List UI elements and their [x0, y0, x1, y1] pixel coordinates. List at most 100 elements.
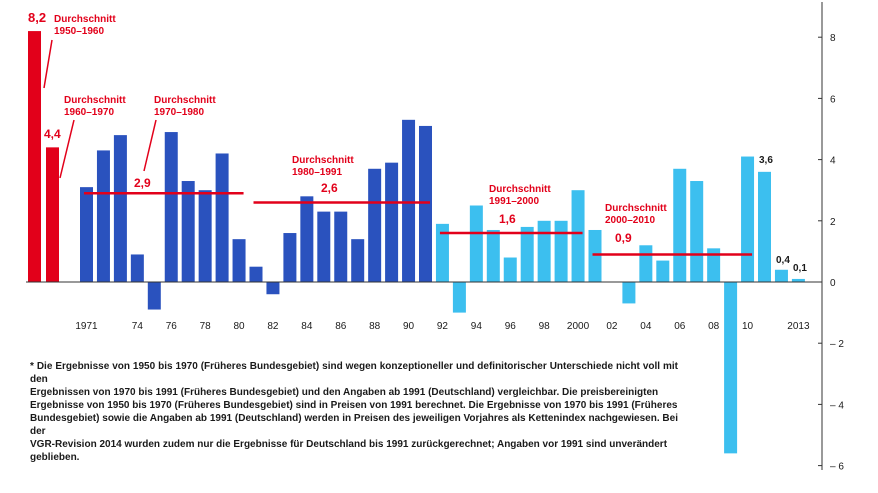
bar: [249, 266, 263, 282]
bar: [232, 239, 246, 282]
bar: [690, 181, 704, 282]
bar: [707, 248, 721, 282]
avg-value-1970-1980: 2,9: [134, 176, 151, 190]
bar: [28, 31, 41, 282]
y-tick-label: 4: [830, 156, 836, 167]
bar: [419, 125, 432, 282]
bar-value-label: 0,4: [776, 255, 790, 266]
bar: [181, 181, 195, 282]
avg-value-1980-1991: 2,6: [321, 181, 338, 195]
bar: [46, 147, 59, 282]
bar: [300, 196, 314, 282]
x-tick-label: 98: [539, 321, 551, 332]
bar: [198, 190, 212, 282]
bar: [385, 162, 399, 282]
avg-1950-1960-title: Durchschnitt: [54, 14, 116, 25]
bar-value-label: 3,6: [759, 155, 773, 166]
x-tick-label: 02: [606, 321, 618, 332]
y-tick-label: – 2: [830, 339, 844, 350]
x-tick-label: 84: [301, 321, 313, 332]
bar: [130, 254, 144, 282]
avg-1980-1991-title: Durchschnitt: [292, 155, 354, 166]
x-tick-label: 08: [708, 321, 720, 332]
bar: [520, 226, 534, 282]
bar: [215, 153, 229, 282]
bar-value-label: 4,4: [44, 127, 61, 141]
bar: [435, 223, 449, 282]
y-tick-label: – 4: [830, 400, 844, 411]
bar-value-label: 0,1: [793, 263, 807, 274]
avg-1991-2000-range: 1991–2000: [489, 196, 539, 207]
avg-1970-1980-range: 1970–1980: [154, 107, 204, 118]
x-tick-label: 2013: [787, 321, 810, 332]
avg-value-1991-2000: 1,6: [499, 212, 516, 226]
bar: [503, 257, 517, 282]
bar: [486, 229, 500, 282]
x-tick-label: 74: [132, 321, 144, 332]
x-tick-label: 92: [437, 321, 449, 332]
bars-layer: [28, 31, 805, 454]
bar: [334, 211, 348, 282]
x-tick-label: 76: [166, 321, 178, 332]
footnote-line: VGR-Revision 2014 wurden zudem nur die E…: [30, 439, 668, 450]
bar: [368, 168, 382, 282]
x-tick-label: 90: [403, 321, 415, 332]
x-tick-label: 96: [505, 321, 517, 332]
bar: [266, 282, 280, 295]
y-tick-label: 6: [830, 94, 836, 105]
bar: [673, 168, 687, 282]
bar-value-label: 8,2: [28, 10, 46, 25]
footnote-line: Ergebnisse von 1950 bis 1970 (Früheres B…: [30, 400, 678, 411]
leader-1970-1980: [143, 119, 157, 172]
bar: [147, 282, 161, 310]
annotation-labels: Durchschnitt1950–1960Durchschnitt1960–19…: [28, 10, 807, 274]
avg-value-2000-2010: 0,9: [615, 231, 632, 245]
x-tick-label: 1971: [75, 321, 98, 332]
x-tick-label: 78: [200, 321, 212, 332]
bar: [469, 205, 483, 282]
avg-1950-1960-range: 1950–1960: [54, 26, 104, 37]
bar: [402, 119, 416, 282]
x-tick-labels: 1971 74 76 78 80 82 84 86 88 90 92 94 96 98 2000 02 04 06…: [75, 321, 810, 332]
bar: [317, 211, 331, 282]
bar: [774, 269, 788, 282]
bar: [113, 135, 127, 282]
footnote-line: Ergebnissen von 1970 bis 1991 (Früheres …: [30, 387, 659, 398]
x-tick-label: 80: [233, 321, 245, 332]
bar: [758, 171, 771, 282]
leader-1960-1970: [59, 119, 75, 179]
avg-2000-2010-title: Durchschnitt: [605, 203, 667, 214]
bar: [724, 282, 738, 454]
footnote-line: Bundesgebiet) sowie die Angaben ab 1991 …: [30, 413, 678, 437]
y-tick-label: 0: [830, 278, 836, 289]
x-tick-label: 06: [674, 321, 686, 332]
avg-2000-2010-range: 2000–2010: [605, 215, 655, 226]
x-tick-label: 88: [369, 321, 381, 332]
average-lines-layer: [84, 192, 753, 256]
bar: [791, 278, 805, 282]
bar: [537, 220, 551, 282]
footnote-line: geblieben.: [30, 452, 80, 463]
bar: [639, 245, 653, 282]
y-tick-label: 2: [830, 217, 836, 228]
y-tick-label: – 6: [830, 462, 844, 473]
avg-1970-1980-title: Durchschnitt: [154, 95, 216, 106]
avg-1980-1991-range: 1980–1991: [292, 167, 342, 178]
bar: [80, 187, 93, 282]
bar: [283, 233, 297, 282]
footnote: * Die Ergebnisse von 1950 bis 1970 (Früh…: [30, 360, 678, 464]
bar: [588, 229, 602, 282]
y-tick-label: 8: [830, 33, 836, 44]
bar: [164, 132, 178, 282]
bar: [622, 282, 636, 304]
bar: [554, 220, 568, 282]
x-tick-label: 10: [742, 321, 754, 332]
x-tick-label: 04: [640, 321, 652, 332]
leader-1950-1960: [43, 39, 53, 89]
x-tick-label: 94: [471, 321, 483, 332]
avg-1960-1970-range: 1960–1970: [64, 107, 114, 118]
bar: [741, 156, 755, 282]
bar: [351, 239, 365, 282]
